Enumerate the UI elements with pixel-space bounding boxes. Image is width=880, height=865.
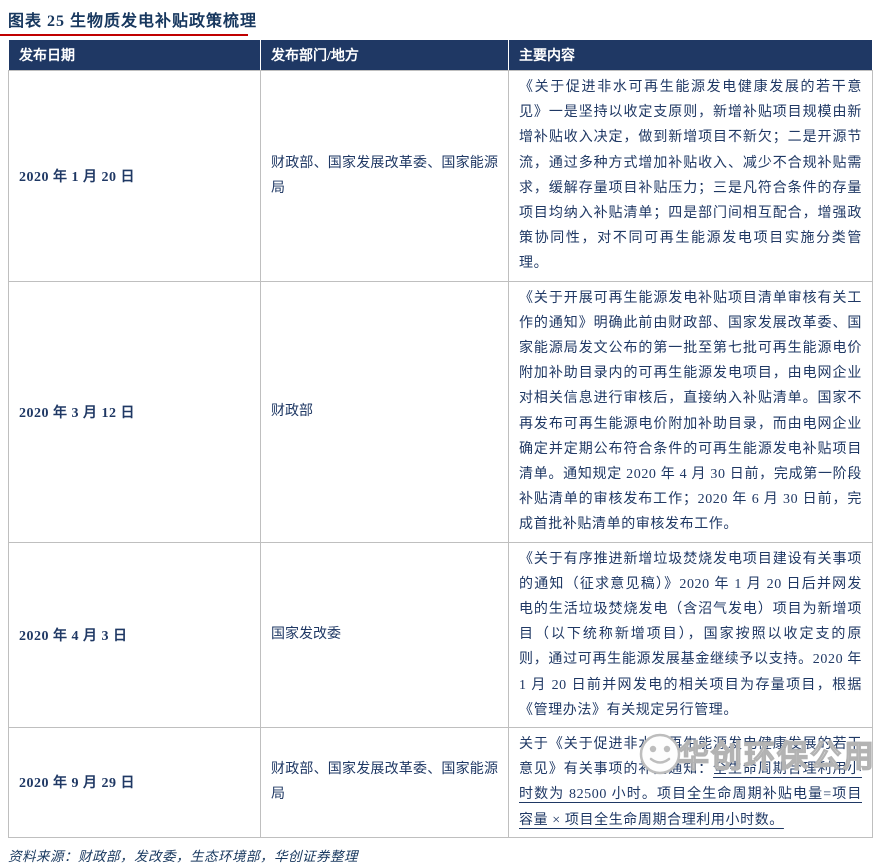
figure-title: 图表 25 生物质发电补贴政策梳理 [8,13,258,30]
policy-content-cell: 关于《关于促进非水可再生能源发电健康发展的若干意见》有关事项的补充通知：全生命周… [508,727,873,838]
policy-content-text: 《关于促进非水可再生能源发电健康发展的若干意见》一是坚持以收定支原则，新增补贴项… [519,80,862,272]
policy-content-cell: 《关于促进非水可再生能源发电健康发展的若干意见》一是坚持以收定支原则，新增补贴项… [508,70,873,282]
policy-content-text: 《关于有序推进新增垃圾焚烧发电项目建设有关事项的通知（征求意见稿）》2020 年… [519,551,862,718]
title-red-underline [0,34,248,36]
header-publish-date: 发布日期 [8,39,261,71]
policy-content-cell: 《关于有序推进新增垃圾焚烧发电项目建设有关事项的通知（征求意见稿）》2020 年… [508,541,873,729]
policy-table-header: 发布日期 发布部门/地方 主要内容 [8,39,873,71]
policy-department-cell: 财政部、国家发展改革委、国家能源局 [260,70,509,282]
table-row: 2020 年 1 月 20 日 财政部、国家发展改革委、国家能源局 《关于促进非… [8,70,873,282]
policy-date-cell: 2020 年 3 月 12 日 [8,280,261,543]
policy-table-body: 2020 年 1 月 20 日 财政部、国家发展改革委、国家能源局 《关于促进非… [8,70,873,838]
policy-department-cell: 财政部 [260,280,509,543]
policy-date-cell: 2020 年 1 月 20 日 [8,70,261,282]
policy-department-cell: 财政部、国家发展改革委、国家能源局 [260,727,509,838]
policy-content-cell: 《关于开展可再生能源发电补贴项目清单审核有关工作的通知》明确此前由财政部、国家发… [508,280,873,543]
policy-table: 发布日期 发布部门/地方 主要内容 2020 年 1 月 20 日 财政部、国家… [8,39,873,838]
source-note: 资料来源：财政部，发改委，生态环境部，华创证券整理 [8,848,358,864]
table-row: 2020 年 3 月 12 日 财政部 《关于开展可再生能源发电补贴项目清单审核… [8,280,873,543]
header-publish-department: 发布部门/地方 [260,39,509,71]
policy-date-cell: 2020 年 9 月 29 日 [8,727,261,838]
policy-content-text: 《关于开展可再生能源发电补贴项目清单审核有关工作的通知》明确此前由财政部、国家发… [519,290,862,533]
report-figure-page: 图表 25 生物质发电补贴政策梳理 发布日期 发布部门/地方 主要内容 2020… [0,13,875,864]
header-row: 发布日期 发布部门/地方 主要内容 [8,39,873,71]
table-row: 2020 年 9 月 29 日 财政部、国家发展改革委、国家能源局 关于《关于促… [8,727,873,838]
policy-date-cell: 2020 年 4 月 3 日 [8,541,261,729]
header-main-content: 主要内容 [508,39,873,71]
policy-department-cell: 国家发改委 [260,541,509,729]
table-row: 2020 年 4 月 3 日 国家发改委 《关于有序推进新增垃圾焚烧发电项目建设… [8,541,873,729]
